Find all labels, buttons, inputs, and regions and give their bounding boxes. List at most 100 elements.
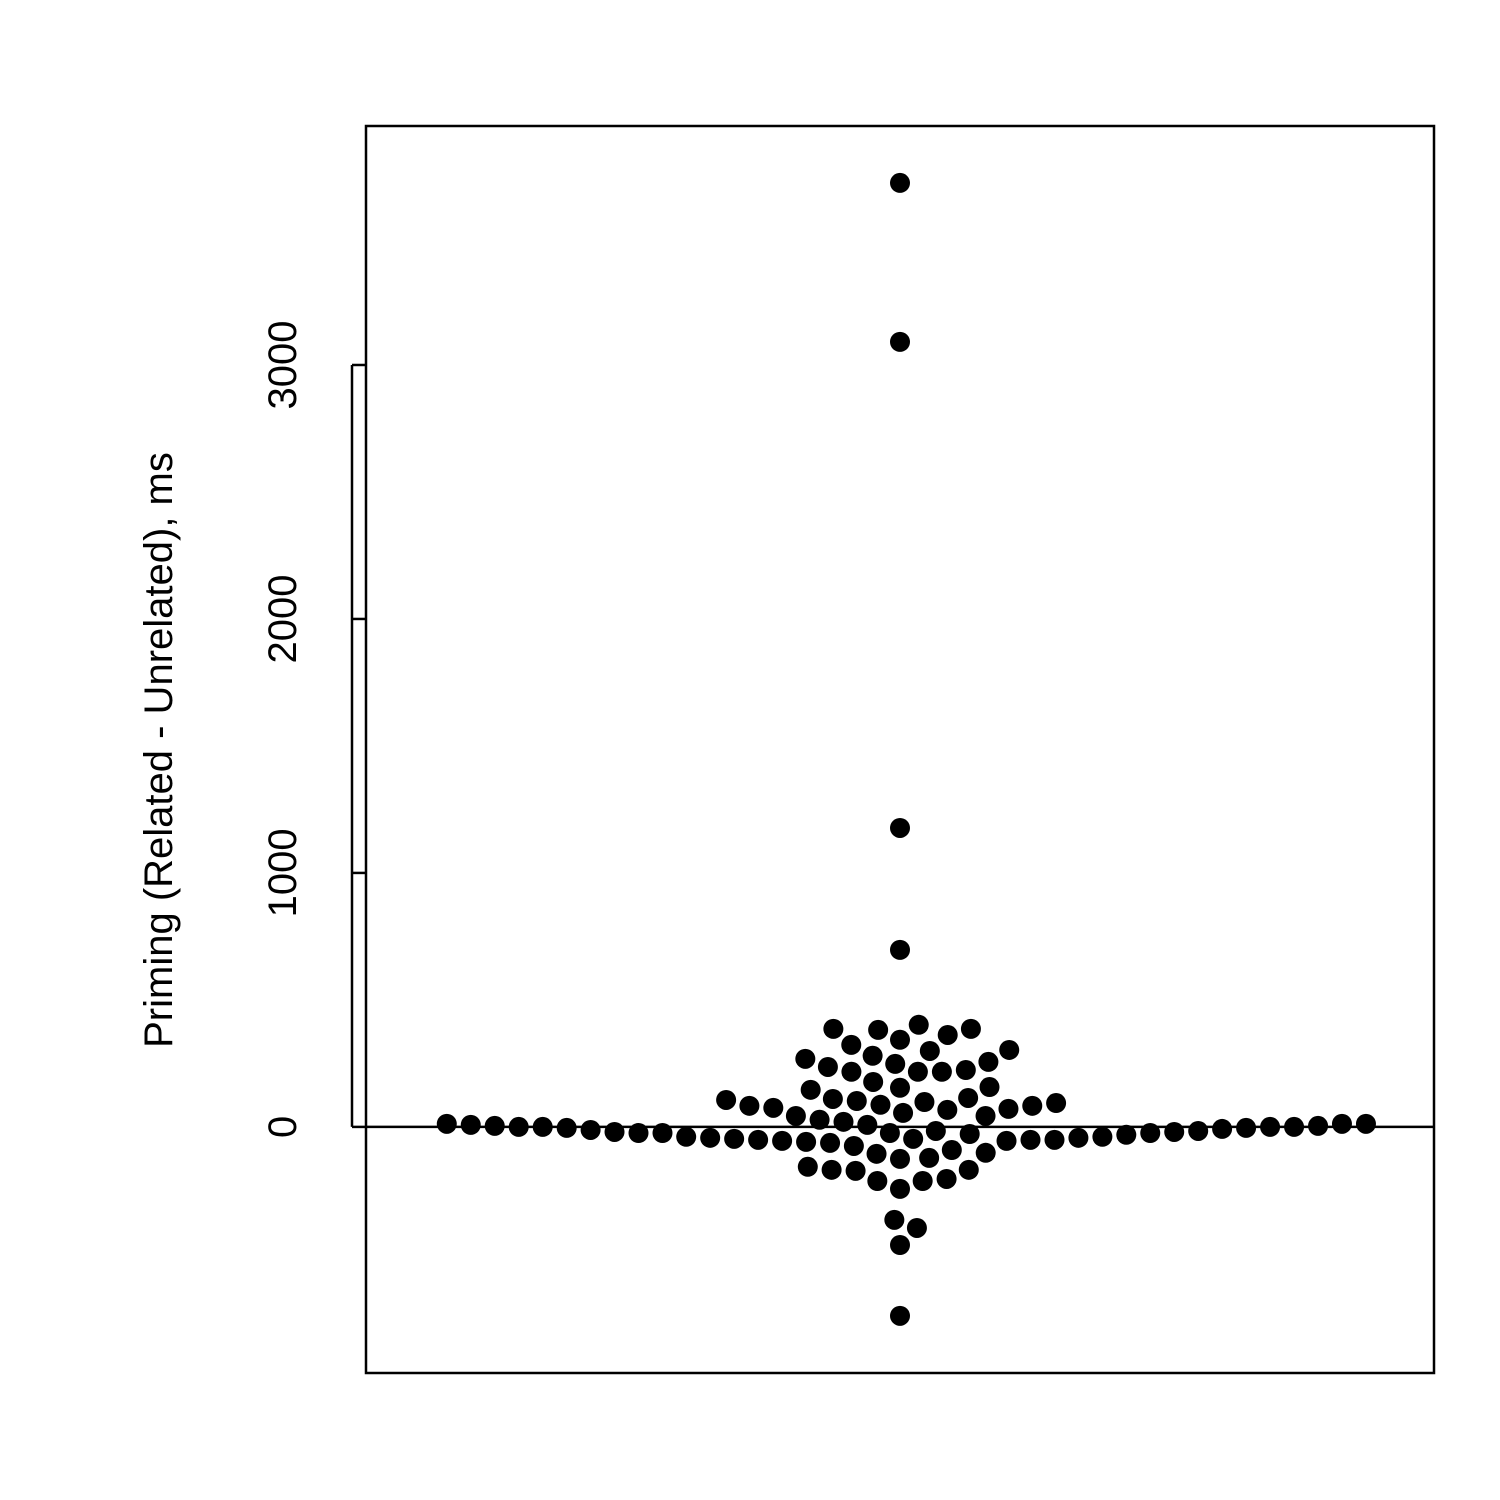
point	[556, 1117, 577, 1138]
point	[996, 1130, 1017, 1151]
point	[868, 1019, 889, 1040]
point	[700, 1127, 721, 1148]
point	[1020, 1129, 1041, 1150]
point	[1236, 1117, 1257, 1138]
point	[823, 1018, 844, 1039]
point	[796, 1131, 817, 1152]
point	[975, 1105, 996, 1126]
point	[890, 1029, 910, 1050]
point	[866, 1143, 887, 1164]
point	[912, 1170, 933, 1191]
point	[958, 1159, 979, 1180]
point	[906, 1217, 927, 1238]
point	[960, 1018, 981, 1039]
point	[975, 1142, 996, 1163]
point	[676, 1126, 697, 1147]
point	[763, 1097, 784, 1118]
point	[1164, 1121, 1185, 1142]
y-tick-label: 1000	[261, 828, 305, 917]
point	[580, 1119, 601, 1140]
point	[857, 1114, 878, 1135]
point	[893, 1102, 914, 1123]
point	[797, 1156, 818, 1177]
point	[890, 331, 910, 352]
point	[809, 1109, 830, 1130]
point	[931, 1061, 952, 1082]
point	[879, 1122, 900, 1143]
point	[1308, 1115, 1329, 1136]
point	[890, 1234, 910, 1255]
point	[870, 1094, 891, 1115]
point	[1331, 1113, 1352, 1134]
y-tick-label: 2000	[261, 574, 305, 663]
point	[795, 1048, 816, 1069]
point	[785, 1105, 806, 1126]
point	[958, 1087, 979, 1108]
point	[890, 939, 910, 960]
point	[1116, 1124, 1137, 1145]
point	[436, 1113, 457, 1134]
point	[941, 1140, 962, 1161]
point	[1044, 1129, 1065, 1150]
point	[885, 1053, 906, 1074]
y-tick-label: 0	[261, 1116, 305, 1138]
point	[862, 1045, 883, 1066]
point	[817, 1056, 838, 1077]
point	[1260, 1116, 1281, 1137]
y-axis-label: Priming (Related - Unrelated), ms	[137, 452, 181, 1048]
point	[1068, 1127, 1089, 1148]
point	[1188, 1120, 1209, 1141]
point	[748, 1129, 769, 1150]
point	[890, 817, 910, 838]
point	[936, 1168, 957, 1189]
point	[890, 172, 910, 193]
point	[846, 1090, 867, 1111]
point	[937, 1099, 958, 1120]
point	[843, 1135, 864, 1156]
point	[652, 1122, 673, 1143]
point	[979, 1077, 1000, 1098]
point	[978, 1051, 999, 1072]
point	[841, 1034, 862, 1055]
point	[821, 1159, 842, 1180]
point	[739, 1095, 760, 1116]
point	[772, 1130, 793, 1151]
point	[484, 1115, 505, 1136]
point	[460, 1114, 481, 1135]
point	[998, 1098, 1019, 1119]
point	[1046, 1093, 1067, 1114]
point	[1212, 1118, 1233, 1139]
point	[903, 1128, 924, 1149]
point	[604, 1121, 625, 1142]
point	[914, 1092, 935, 1113]
point	[833, 1111, 854, 1132]
point	[1022, 1095, 1043, 1116]
point	[532, 1116, 553, 1137]
point	[1140, 1122, 1161, 1143]
point	[800, 1079, 821, 1100]
point	[907, 1061, 928, 1082]
point	[959, 1124, 980, 1145]
point	[716, 1089, 737, 1110]
point	[841, 1061, 862, 1082]
point	[867, 1170, 888, 1191]
point	[919, 1040, 940, 1061]
point	[508, 1116, 529, 1137]
point	[890, 1305, 910, 1326]
point	[1355, 1113, 1376, 1134]
point	[884, 1209, 905, 1230]
point	[628, 1122, 649, 1143]
point	[822, 1088, 843, 1109]
y-tick-label: 3000	[261, 320, 305, 409]
point	[999, 1039, 1020, 1060]
point	[1092, 1126, 1113, 1147]
point	[890, 1077, 910, 1098]
point	[890, 1178, 910, 1199]
point	[845, 1160, 866, 1181]
point	[925, 1120, 946, 1141]
point	[820, 1132, 841, 1153]
point	[955, 1060, 976, 1081]
point	[919, 1147, 940, 1168]
point	[1284, 1116, 1305, 1137]
